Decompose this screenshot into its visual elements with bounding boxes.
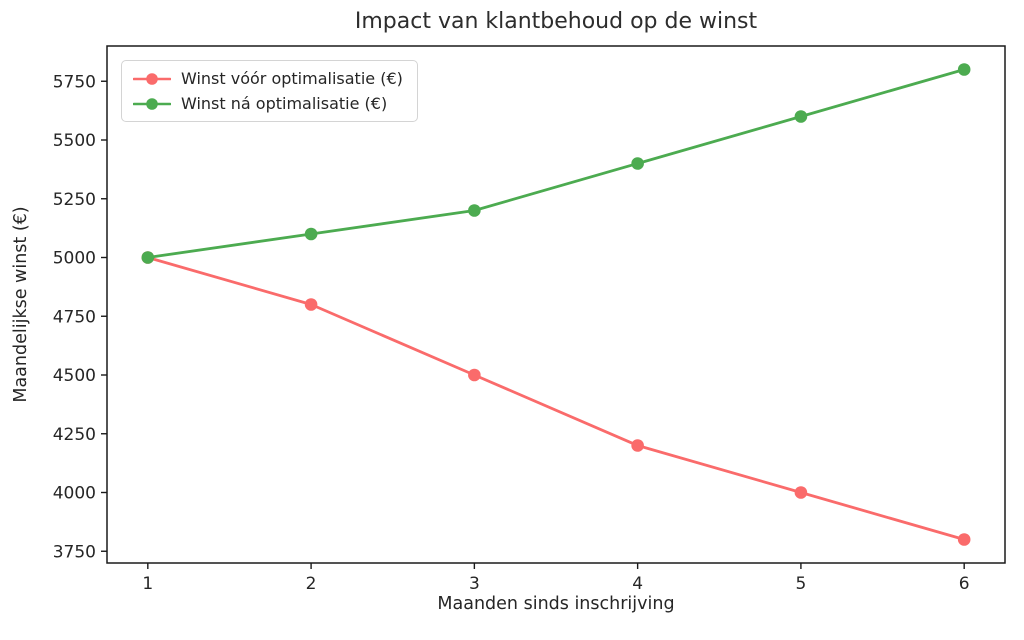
y-tick-label: 4000 — [53, 484, 96, 504]
data-point-marker — [304, 298, 318, 311]
x-tick-label: 3 — [469, 574, 480, 594]
y-tick-label: 5500 — [53, 131, 96, 151]
legend-item: Winst vóór optimalisatie (€) — [133, 69, 403, 88]
data-point-marker — [631, 439, 644, 452]
legend-line-marker-icon — [133, 72, 171, 85]
x-tick-label: 4 — [632, 574, 643, 594]
data-point-marker — [957, 63, 971, 76]
x-tick-label: 1 — [142, 574, 153, 594]
legend-item-label: Winst ná optimalisatie (€) — [181, 94, 388, 113]
y-tick-label: 4500 — [53, 366, 96, 386]
x-tick-label: 6 — [959, 574, 970, 594]
data-point-marker — [957, 533, 971, 546]
y-tick-label: 5000 — [53, 249, 96, 269]
chart-title: Impact van klantbehoud op de winst — [354, 9, 758, 34]
y-tick-label: 4750 — [53, 307, 96, 327]
series-line-0 — [146, 256, 966, 541]
data-point-marker — [631, 157, 644, 170]
legend-line-marker-icon — [133, 97, 171, 110]
x-axis-label: Maanden sinds inschrijving — [437, 594, 675, 614]
legend: Winst vóór optimalisatie (€) Winst ná op… — [121, 60, 418, 122]
data-point-marker — [794, 110, 808, 123]
data-point-marker — [468, 204, 481, 217]
data-point-marker — [141, 251, 155, 264]
data-point-marker — [304, 227, 318, 241]
y-tick-label: 3750 — [53, 542, 96, 562]
legend-item-label: Winst vóór optimalisatie (€) — [181, 69, 403, 88]
y-tick-label: 5750 — [53, 72, 96, 92]
data-point-marker — [468, 368, 481, 382]
plot-border — [106, 45, 1006, 564]
x-tick-label: 5 — [795, 574, 806, 594]
x-tick-label: 2 — [306, 574, 317, 594]
y-tick-label: 5250 — [53, 190, 96, 210]
series-line-1 — [146, 68, 966, 259]
legend-item: Winst ná optimalisatie (€) — [133, 94, 403, 113]
data-point-marker — [794, 486, 808, 499]
y-tick-label: 4250 — [53, 425, 96, 445]
